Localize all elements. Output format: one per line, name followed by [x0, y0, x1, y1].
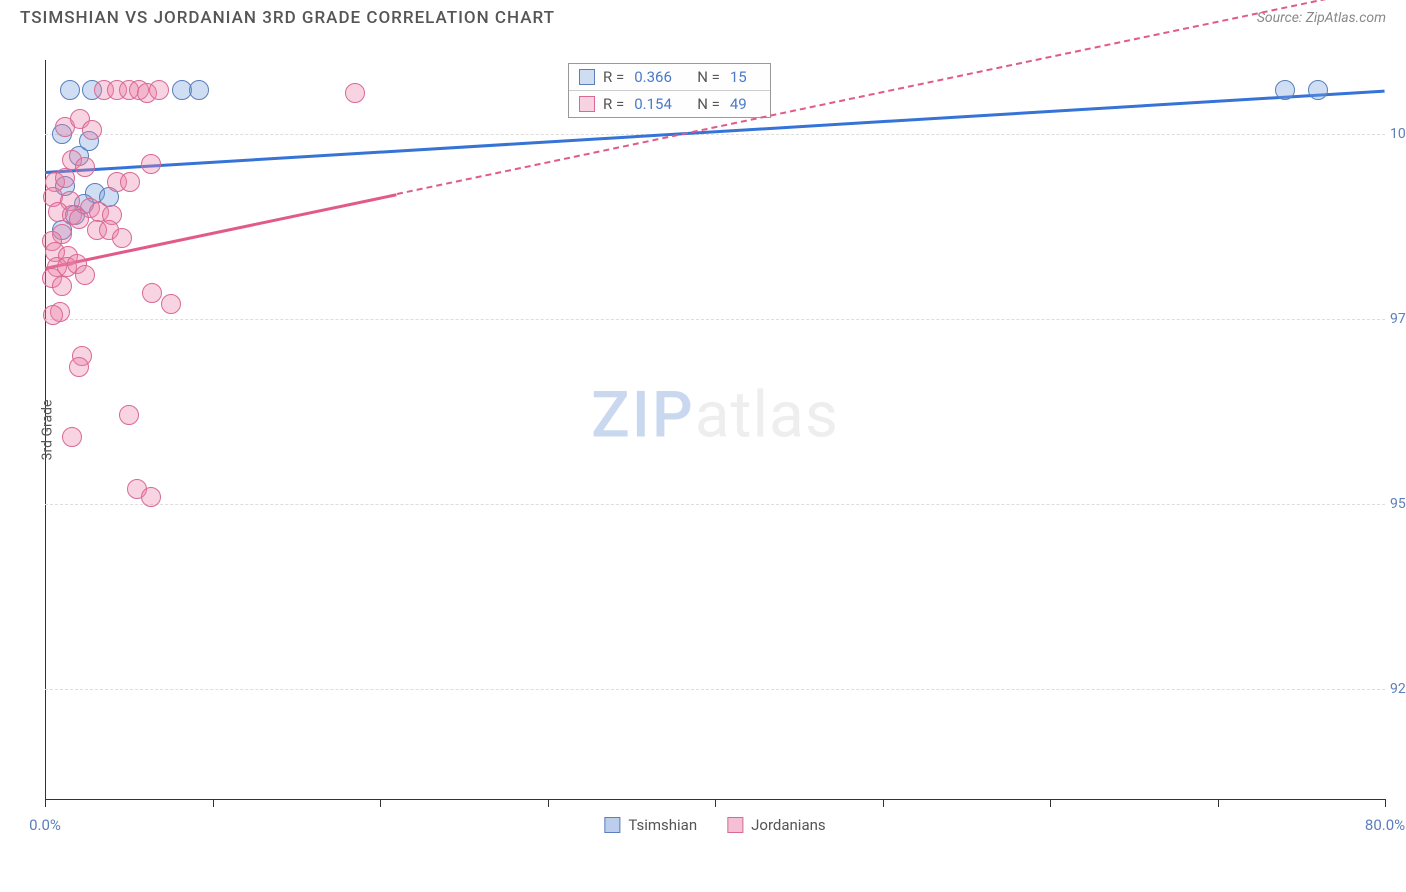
data-point	[189, 80, 209, 100]
data-point	[69, 357, 89, 377]
y-tick-label: 97.5%	[1390, 311, 1406, 327]
data-point	[142, 283, 162, 303]
x-tick	[45, 799, 46, 807]
legend-item: Jordanians	[727, 816, 826, 834]
data-point	[149, 80, 169, 100]
data-point	[75, 157, 95, 177]
data-point	[141, 154, 161, 174]
scatter-chart: 3rd Grade ZIPatlas R =0.366N =15R =0.154…	[45, 60, 1385, 800]
y-tick-label: 92.5%	[1390, 681, 1406, 697]
legend-label: Tsimshian	[628, 816, 697, 834]
x-tick	[1385, 799, 1386, 807]
chart-legend: Tsimshian Jordanians	[604, 816, 825, 834]
data-point	[60, 80, 80, 100]
n-label: N =	[697, 68, 720, 86]
data-point	[69, 209, 89, 229]
x-tick-label: 80.0%	[1365, 816, 1405, 834]
r-label: R =	[603, 95, 624, 113]
r-value: 0.366	[634, 68, 679, 86]
gridline	[45, 134, 1385, 135]
data-point	[141, 487, 161, 507]
stats-row: R = 0.154 N = 49	[569, 91, 770, 117]
correlation-stats-box: R = 0.366 N = 15 R = 0.154 N = 49	[568, 63, 771, 118]
n-value: 49	[730, 95, 760, 113]
r-value: 0.154	[634, 95, 679, 113]
data-point	[345, 83, 365, 103]
y-axis-label: 3rd Grade	[39, 399, 55, 460]
data-point	[62, 427, 82, 447]
stats-row: R = 0.366 N = 15	[569, 64, 770, 91]
data-point	[75, 265, 95, 285]
data-point	[82, 120, 102, 140]
n-label: N =	[697, 95, 720, 113]
series-swatch	[579, 69, 595, 85]
x-tick-label: 0.0%	[29, 816, 61, 834]
x-tick	[1050, 799, 1051, 807]
data-point	[119, 405, 139, 425]
gridline	[45, 504, 1385, 505]
series-swatch	[579, 96, 595, 112]
data-point	[120, 172, 140, 192]
legend-swatch	[604, 817, 620, 833]
r-label: R =	[603, 68, 624, 86]
x-tick	[548, 799, 549, 807]
chart-title: TSIMSHIAN VS JORDANIAN 3RD GRADE CORRELA…	[20, 8, 555, 28]
legend-label: Jordanians	[751, 816, 826, 834]
data-point	[161, 294, 181, 314]
x-tick	[213, 799, 214, 807]
y-tick-label: 95.0%	[1390, 496, 1406, 512]
data-point	[43, 305, 63, 325]
chart-source: Source: ZipAtlas.com	[1257, 10, 1386, 26]
y-tick-label: 100.0%	[1390, 126, 1406, 142]
watermark: ZIPatlas	[591, 377, 839, 452]
data-point	[55, 168, 75, 188]
x-tick	[715, 799, 716, 807]
x-tick	[1218, 799, 1219, 807]
n-value: 15	[730, 68, 760, 86]
gridline	[45, 689, 1385, 690]
legend-swatch	[727, 817, 743, 833]
x-tick	[380, 799, 381, 807]
gridline	[45, 319, 1385, 320]
data-point	[112, 228, 132, 248]
x-tick	[883, 799, 884, 807]
data-point	[1275, 80, 1295, 100]
legend-item: Tsimshian	[604, 816, 697, 834]
data-point	[52, 276, 72, 296]
data-point	[1308, 80, 1328, 100]
